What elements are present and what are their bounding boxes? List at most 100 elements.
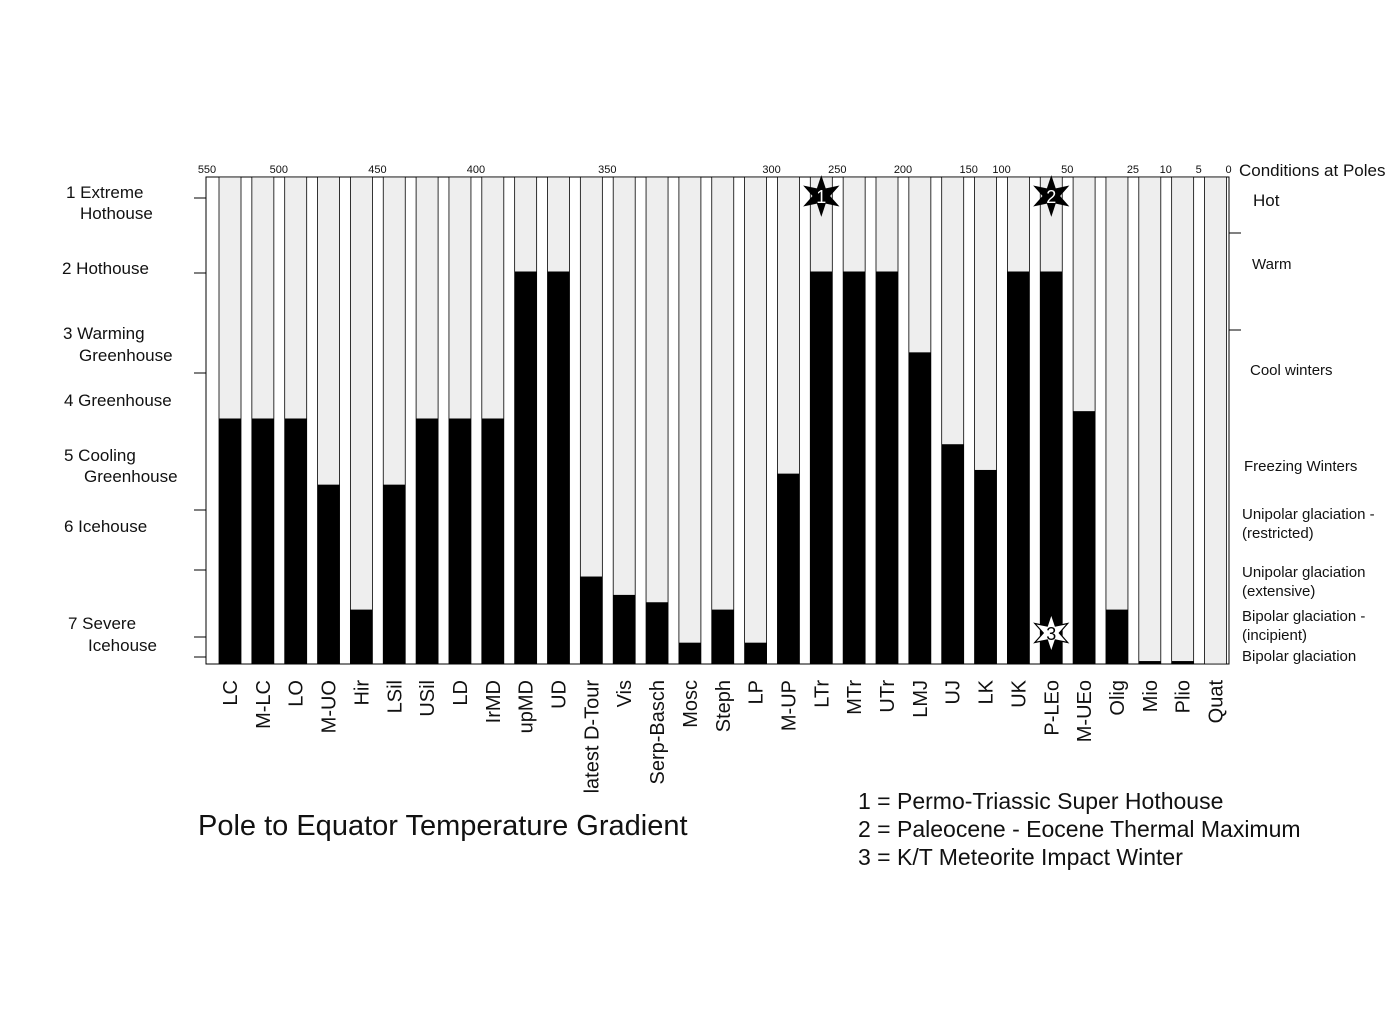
bar-LTr [810, 271, 833, 664]
bar-background [612, 176, 636, 665]
top-axis-tick-label: 0 [1225, 164, 1231, 176]
bar-Plio [1171, 661, 1194, 664]
bar-background [678, 176, 702, 665]
top-axis-tick-label: 25 [1127, 164, 1139, 176]
category-label: LK [976, 679, 998, 704]
bar-P-LEo [1040, 271, 1063, 664]
level-1-label: 1 Extreme [66, 183, 144, 202]
category-label: LO [286, 680, 308, 707]
bar-UJ [941, 444, 964, 664]
bar-Vis [613, 594, 636, 664]
category-label: USil [417, 680, 439, 717]
bar-background [645, 176, 669, 665]
top-axis: 550 500 450 400 350 300 250 200 150 100 50 25 10 5 0 [198, 164, 1232, 176]
bar-LSil [383, 484, 406, 664]
top-axis-tick-label: 400 [467, 164, 485, 176]
level-6-label: 6 Icehouse [64, 517, 148, 536]
note-1: 1 = Permo-Triassic Super Hothouse [858, 788, 1224, 814]
event-marker-label: 2 [1046, 187, 1056, 207]
category-label: M-UO [319, 680, 341, 733]
pole-unipolar-restricted: Unipolar glaciation - (restricted) [1242, 506, 1375, 542]
level-2-label: 2 Hothouse [62, 259, 149, 278]
top-axis-tick-label: 100 [992, 164, 1010, 176]
bar-Olig [1105, 609, 1128, 664]
category-label: M-UEo [1074, 680, 1096, 742]
top-axis-tick-label: 450 [368, 164, 386, 176]
level-5-label: 5 Cooling [64, 446, 136, 465]
bar-latest D-Tour [580, 576, 603, 664]
category-label: latest D-Tour [581, 680, 603, 794]
level-3-label: 3 Warming [63, 324, 145, 343]
bar-LD [448, 418, 471, 664]
bar-background [1138, 176, 1162, 665]
bar-USil [416, 418, 439, 664]
top-axis-tick-label: 350 [598, 164, 616, 176]
event-marker-star [1033, 612, 1070, 654]
pole-conditions-header: Conditions at Poles [1239, 161, 1386, 180]
top-axis-tick-label: 500 [270, 164, 288, 176]
bar-MTr [843, 271, 866, 664]
bar-background [1105, 176, 1129, 665]
top-axis-tick-label: 5 [1196, 164, 1202, 176]
bar-IrMD [481, 418, 504, 664]
pole-bipolar-glaciation: Bipolar glaciation [1242, 648, 1357, 665]
event-marker-star [1033, 175, 1070, 217]
category-label: Quat [1206, 680, 1228, 724]
note-3: 3 = K/T Meteorite Impact Winter [858, 844, 1183, 870]
category-label: M-LC [253, 680, 275, 729]
chart-title: Pole to Equator Temperature Gradient [198, 810, 688, 842]
bar-M-LC [251, 418, 274, 664]
top-axis-tick-label: 250 [828, 164, 846, 176]
category-label: LP [746, 680, 768, 704]
top-axis-tick-label: 150 [960, 164, 978, 176]
category-labels: LC M-LC LO M-UO Hir LSil USil LD IrMD upMD UD lates… [220, 679, 1228, 793]
category-label: Plio [1173, 680, 1195, 713]
bar-background [744, 176, 767, 665]
pole-hot: Hot [1253, 191, 1280, 210]
category-label: Hir [351, 680, 373, 706]
category-label: LSil [384, 680, 406, 713]
category-label: M-UP [778, 680, 800, 731]
pole-bipolar-incipient: Bipolar glaciation - (incipient) [1242, 608, 1366, 644]
level-1-label-2: Hothouse [80, 204, 153, 223]
bars [218, 176, 1227, 665]
level-3-label-2: Greenhouse [79, 346, 173, 365]
bar-M-UO [317, 484, 340, 664]
bar-background [1171, 176, 1195, 665]
bar-LO [284, 418, 307, 664]
category-label: UD [549, 680, 571, 709]
category-label: Vis [614, 680, 636, 707]
bar-upMD [514, 271, 537, 664]
pole-freezing-winters: Freezing Winters [1244, 458, 1358, 475]
bar-background [711, 176, 735, 665]
bar-Hir [350, 609, 373, 664]
bar-UTr [876, 271, 898, 664]
level-4-label: 4 Greenhouse [64, 391, 172, 410]
event-markers: 1 2 3 [803, 175, 1070, 654]
bar-background [349, 176, 373, 665]
pole-unipolar-extensive: Unipolar glaciation (extensive) [1242, 564, 1366, 600]
event-marker-label: 3 [1046, 624, 1056, 644]
bar-LC [219, 418, 241, 664]
category-label: MTr [844, 680, 866, 715]
bar-background [1204, 176, 1227, 665]
top-axis-tick-label: 550 [198, 164, 216, 176]
category-label: P-LEo [1041, 680, 1063, 736]
bar-Steph [711, 609, 734, 664]
category-label: LD [450, 680, 472, 706]
category-label: IrMD [483, 680, 505, 723]
bar-LP [744, 642, 767, 664]
bar-Mosc [678, 642, 701, 664]
category-label: Steph [713, 680, 735, 732]
pole-cool-winters: Cool winters [1250, 362, 1333, 379]
category-label: LMJ [910, 680, 932, 718]
category-label: LC [220, 680, 242, 706]
top-axis-tick-label: 300 [762, 164, 780, 176]
bar-M-UP [777, 473, 800, 664]
category-label: Serp-Basch [647, 680, 669, 785]
category-label: upMD [516, 680, 538, 733]
note-2: 2 = Paleocene - Eocene Thermal Maximum [858, 816, 1301, 842]
category-label: UJ [943, 680, 965, 704]
bar-Mio [1138, 661, 1161, 664]
